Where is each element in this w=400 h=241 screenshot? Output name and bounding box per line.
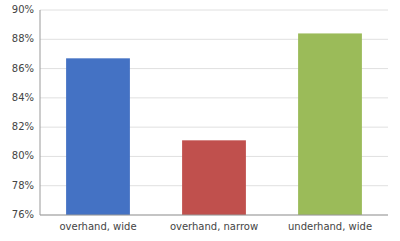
x-tick-label: overhand, wide <box>59 221 136 232</box>
y-tick-label: 84% <box>12 92 34 103</box>
x-tick-label: underhand, wide <box>288 221 372 232</box>
bar <box>298 33 362 215</box>
y-tick-label: 76% <box>12 209 34 220</box>
x-axis-line <box>40 215 388 216</box>
bar <box>182 140 246 215</box>
x-axis: overhand, wide overhand, narrow underhand,… <box>59 221 372 232</box>
y-tick-label: 80% <box>12 150 34 161</box>
bars <box>66 33 362 215</box>
page: {"chart_data": {"type": "bar", "categori… <box>0 0 400 241</box>
y-tick-label: 78% <box>12 180 34 191</box>
grid-line <box>40 215 388 216</box>
y-tick-label: 86% <box>12 63 34 74</box>
bar <box>66 58 130 215</box>
y-axis-line <box>40 10 41 215</box>
y-tick-label: 90% <box>12 4 34 15</box>
chart: 76%78%80%82%84%86%88%90%overhand, wideov… <box>0 0 400 241</box>
x-tick-label: overhand, narrow <box>170 221 258 232</box>
grid <box>40 10 388 215</box>
y-tick-label: 82% <box>12 121 34 132</box>
grid-line <box>40 10 388 11</box>
y-tick-label: 88% <box>12 33 34 44</box>
y-axis: 76% 78% 80% 82% 84% 86% 88% 90% <box>12 4 34 220</box>
